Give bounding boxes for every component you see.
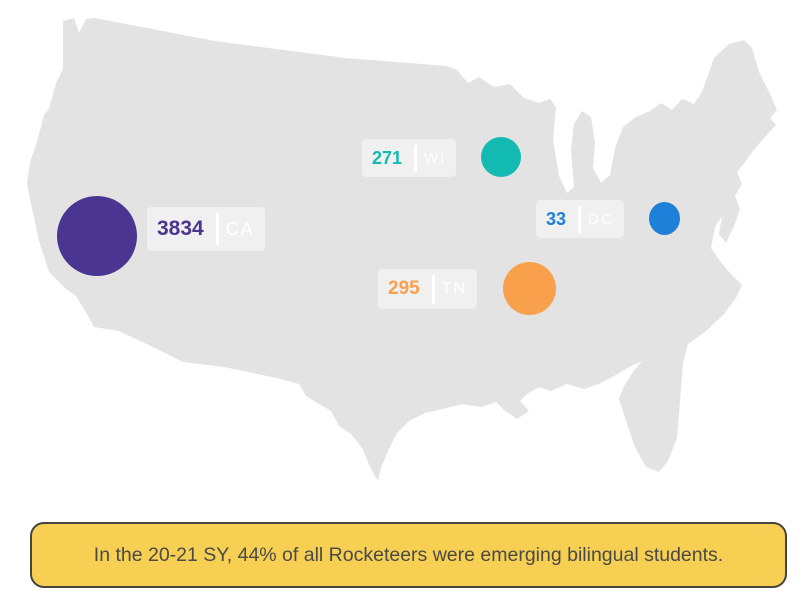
bubble-value-dc: 33: [546, 208, 567, 229]
bubble-label-dc: 33 DC: [536, 200, 624, 238]
bubble-label-ca: 3834 CA: [147, 207, 265, 251]
caption-banner: In the 20-21 SY, 44% of all Rocketeers w…: [30, 522, 787, 588]
bubble-dot-dc: [649, 202, 680, 235]
bubble-state-wi: WI: [424, 149, 447, 167]
label-divider-bar: [414, 144, 418, 172]
bubble-state-ca: CA: [225, 218, 255, 239]
label-divider-bar: [578, 205, 582, 233]
bubble-label-wi: 271 WI: [362, 139, 457, 177]
bubble-dot-wi: [481, 137, 521, 177]
bubble-value-wi: 271: [372, 147, 403, 168]
bubble-dot-tn: [503, 262, 556, 315]
label-divider-bar: [431, 274, 435, 304]
bubble-value-tn: 295: [388, 278, 420, 299]
bubble-state-tn: TN: [441, 280, 468, 297]
label-divider-bar: [215, 213, 219, 245]
bubble-value-ca: 3834: [157, 217, 204, 240]
bubble-state-dc: DC: [588, 210, 614, 228]
bubble-dot-ca: [57, 196, 137, 276]
caption-text: In the 20-21 SY, 44% of all Rocketeers w…: [93, 543, 724, 566]
us-map-landmass: [27, 18, 777, 481]
bubble-label-tn: 295 TN: [378, 269, 478, 309]
